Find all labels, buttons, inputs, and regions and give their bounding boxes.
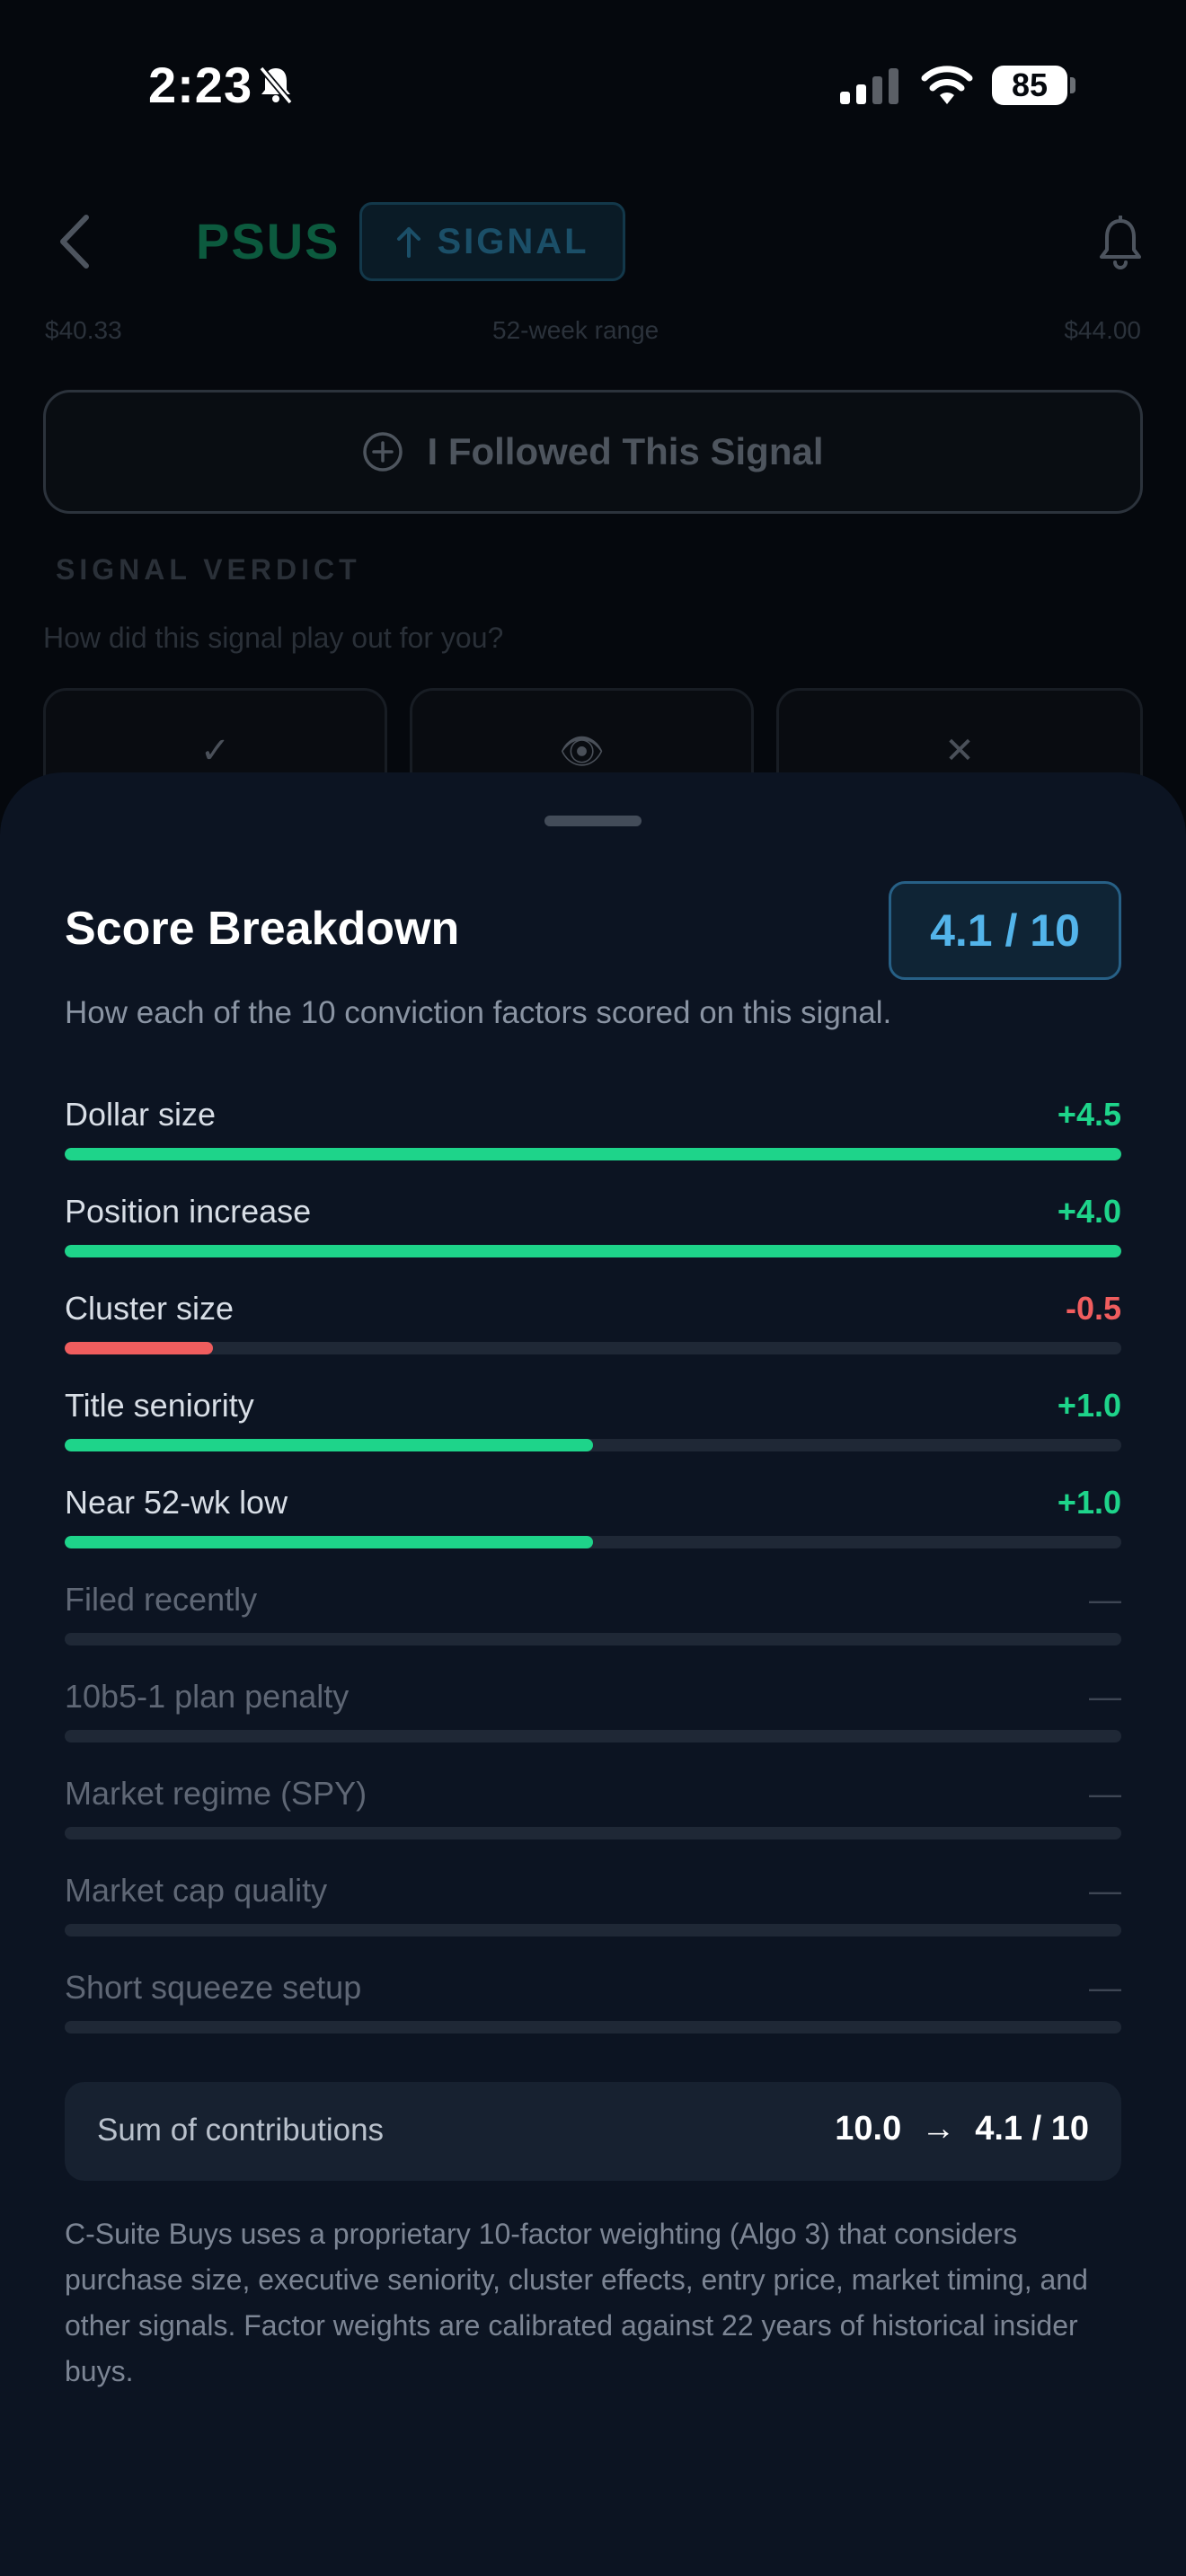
factor-row: Short squeeze setup —: [65, 1969, 1121, 2066]
verdict-title: SIGNAL VERDICT: [56, 553, 361, 586]
ticker-symbol: PSUS: [196, 213, 341, 269]
plus-circle-icon: [363, 432, 403, 472]
range-high: $44.00: [1064, 316, 1141, 344]
cellular-signal-icon: [840, 68, 898, 104]
back-chevron-icon[interactable]: [56, 214, 92, 269]
score-badge: 4.1 / 10: [889, 881, 1121, 980]
factor-bar-track: [65, 1245, 1121, 1257]
sum-label: Sum of contributions: [97, 2113, 385, 2148]
factor-row: Near 52-wk low +1.0: [65, 1484, 1121, 1581]
factor-row: Cluster size -0.5: [65, 1290, 1121, 1387]
close-icon: ✕: [944, 731, 975, 771]
arrow-right-icon: →: [921, 2110, 956, 2148]
factor-value: -0.5: [1065, 1290, 1121, 1327]
factor-row: Dollar size +4.5: [65, 1096, 1121, 1193]
verdict-question: How did this signal play out for you?: [43, 622, 504, 654]
factor-bar-track: [65, 1730, 1121, 1742]
factor-row: 10b5-1 plan penalty —: [65, 1678, 1121, 1775]
factor-label: Title seniority: [65, 1387, 254, 1424]
factor-bar-fill: [65, 1342, 213, 1354]
battery-tip: [1070, 77, 1075, 93]
factor-bar-track: [65, 1342, 1121, 1354]
range-label: 52-week range: [492, 316, 659, 344]
sheet-subtitle: How each of the 10 conviction factors sc…: [65, 995, 892, 1030]
factor-bar-fill: [65, 1245, 1121, 1257]
sum-of-contributions: Sum of contributions 10.0 → 4.1 / 10: [65, 2082, 1121, 2181]
checkmark-icon: ✓: [199, 731, 231, 771]
battery-indicator: 85: [992, 66, 1067, 105]
signal-badge: SIGNAL: [359, 202, 625, 281]
factor-value: —: [1089, 1581, 1121, 1618]
sum-final-score: 4.1 / 10: [975, 2110, 1089, 2148]
factor-row: Position increase +4.0: [65, 1193, 1121, 1290]
factor-label: Market regime (SPY): [65, 1775, 367, 1812]
factor-value: +1.0: [1057, 1387, 1121, 1424]
sheet-title: Score Breakdown: [65, 903, 460, 955]
factor-value: +1.0: [1057, 1484, 1121, 1521]
factor-bar-fill: [65, 1439, 593, 1451]
factor-value: —: [1089, 1872, 1121, 1909]
factor-bar-track: [65, 1633, 1121, 1645]
factor-label: Market cap quality: [65, 1872, 328, 1909]
wifi-icon: [921, 66, 973, 104]
eye-icon: 👁: [559, 732, 605, 772]
factor-bar-track: [65, 1827, 1121, 1839]
factor-bar-track: [65, 1439, 1121, 1451]
signal-badge-label: SIGNAL: [437, 221, 589, 261]
factor-value: —: [1089, 1969, 1121, 2006]
factor-row: Market regime (SPY) —: [65, 1775, 1121, 1872]
score-breakdown-sheet: Score Breakdown 4.1 / 10 How each of the…: [0, 772, 1186, 2576]
factor-value: —: [1089, 1775, 1121, 1812]
factor-row: Filed recently —: [65, 1581, 1121, 1678]
factor-bar-track: [65, 2021, 1121, 2033]
factor-label: Near 52-wk low: [65, 1484, 288, 1521]
factor-label: Dollar size: [65, 1096, 217, 1133]
methodology-footnote: C-Suite Buys uses a proprietary 10-facto…: [65, 2218, 1088, 2387]
factor-label: Position increase: [65, 1193, 312, 1230]
status-time: 2:23: [148, 57, 253, 113]
factor-bar-track: [65, 1536, 1121, 1548]
sheet-drag-handle[interactable]: [544, 816, 642, 826]
followed-signal-button[interactable]: I Followed This Signal: [43, 390, 1143, 514]
notification-bell-icon[interactable]: [1096, 216, 1145, 271]
background-screen: 2:23 85 PSUS SIGNAL $40.33 52-week range…: [0, 0, 1186, 832]
arrow-up-icon: [397, 227, 421, 258]
factor-value: —: [1089, 1678, 1121, 1715]
factor-label: Short squeeze setup: [65, 1969, 362, 2006]
followed-signal-label: I Followed This Signal: [427, 430, 824, 472]
factor-label: 10b5-1 plan penalty: [65, 1678, 350, 1715]
factor-value: +4.0: [1057, 1193, 1121, 1230]
factor-row: Title seniority +1.0: [65, 1387, 1121, 1484]
factor-label: Cluster size: [65, 1290, 235, 1327]
silent-mode-icon: [259, 66, 293, 105]
factor-bar-fill: [65, 1148, 1121, 1160]
factor-bar-fill: [65, 1536, 593, 1548]
factor-row: Market cap quality —: [65, 1872, 1121, 1969]
factor-bar-track: [65, 1924, 1121, 1936]
factor-value: +4.5: [1057, 1096, 1121, 1133]
sum-raw-value: 10.0: [835, 2110, 902, 2148]
factor-bar-track: [65, 1148, 1121, 1160]
factor-label: Filed recently: [65, 1581, 258, 1618]
range-low: $40.33: [45, 316, 122, 344]
sum-result: 10.0 → 4.1 / 10: [835, 2110, 1089, 2148]
